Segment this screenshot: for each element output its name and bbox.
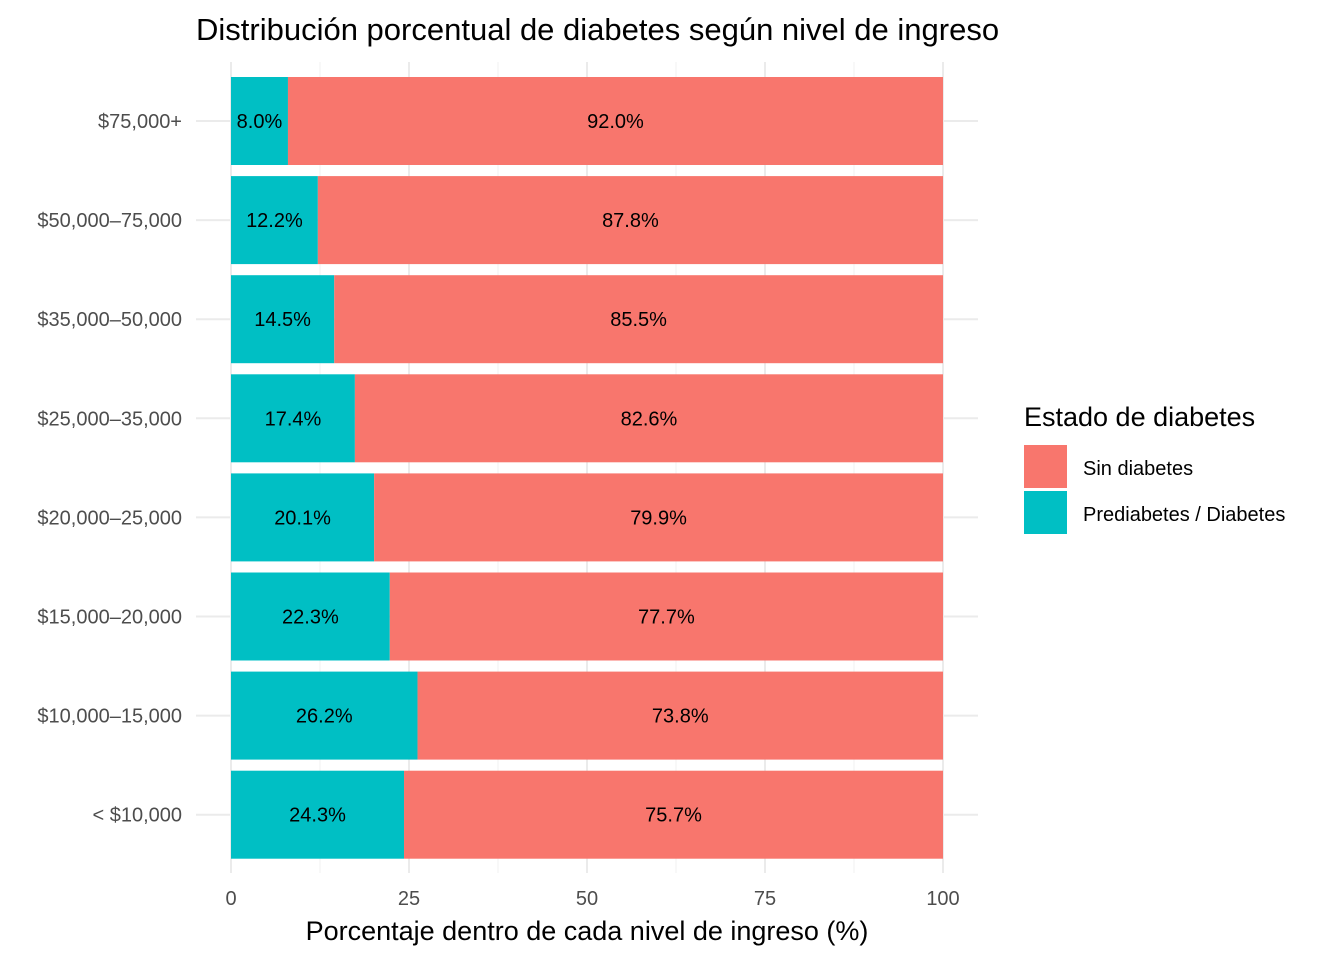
bar-segment-prediabetes-diabetes: [231, 77, 288, 165]
bar-data-label: 92.0%: [587, 111, 644, 133]
y-tick-label: $25,000–35,000: [37, 408, 182, 430]
bar-segment-prediabetes-diabetes: [231, 275, 335, 364]
bar-segment-sin-diabetes: [354, 374, 943, 463]
legend-key: [1024, 445, 1067, 488]
legend-label: Sin diabetes: [1083, 458, 1193, 480]
bar-data-label: 20.1%: [274, 507, 331, 529]
y-tick-label: $10,000–15,000: [37, 706, 182, 728]
bar-data-label: 14.5%: [254, 309, 311, 331]
x-axis-title: Porcentaje dentro de cada nivel de ingre…: [306, 916, 869, 946]
bar-data-label: 85.5%: [610, 309, 667, 331]
bar-segment-prediabetes-diabetes: [231, 176, 318, 265]
bar-segment-sin-diabetes: [389, 572, 943, 661]
y-tick-label: $20,000–25,000: [37, 507, 182, 529]
bar-segment-prediabetes-diabetes: [231, 473, 375, 562]
x-tick-label: 75: [754, 888, 776, 910]
bar-data-label: 75.7%: [645, 805, 702, 827]
x-tick-label: 25: [398, 888, 420, 910]
legend-key: [1024, 491, 1067, 534]
y-tick-label: $50,000–75,000: [37, 210, 182, 232]
legend-label: Prediabetes / Diabetes: [1083, 504, 1285, 526]
bar-segment-sin-diabetes: [334, 275, 943, 364]
y-tick-label: < $10,000: [92, 805, 182, 827]
x-axis-tick-labels: 0 25 50 75 100: [225, 888, 959, 910]
x-tick-label: 50: [576, 888, 598, 910]
bar-data-label: 22.3%: [282, 607, 339, 629]
bar-segment-sin-diabetes: [404, 770, 943, 859]
bar-segment-prediabetes-diabetes: [231, 374, 355, 463]
bar-data-label: 26.2%: [296, 706, 353, 728]
bar-segment-prediabetes-diabetes: [231, 770, 405, 859]
bar-data-label: 17.4%: [265, 408, 322, 430]
y-tick-label: $75,000+: [98, 111, 182, 133]
bars: [231, 77, 944, 859]
y-axis-tick-labels: < $10,000 $10,000–15,000 $15,000–20,000 $20…: [37, 111, 182, 827]
y-tick-label: $35,000–50,000: [37, 309, 182, 331]
bar-segment-sin-diabetes: [317, 176, 943, 265]
legend: Estado de diabetes Sin diabetes Prediabet…: [1024, 402, 1285, 534]
chart-title: Distribución porcentual de diabetes segú…: [196, 12, 999, 47]
bar-segment-prediabetes-diabetes: [231, 572, 390, 661]
bar-data-label: 77.7%: [638, 607, 695, 629]
bar-data-label: 12.2%: [246, 210, 303, 232]
bar-data-label: 73.8%: [652, 706, 709, 728]
x-tick-label: 0: [225, 888, 236, 910]
bar-data-label: 87.8%: [602, 210, 659, 232]
bar-segment-sin-diabetes: [374, 473, 943, 562]
bar-segment-sin-diabetes: [417, 671, 943, 760]
bar-data-label: 79.9%: [630, 507, 687, 529]
bar-data-label: 8.0%: [237, 111, 283, 133]
bar-segment-prediabetes-diabetes: [231, 671, 418, 760]
bar-data-label: 82.6%: [621, 408, 678, 430]
x-tick-label: 100: [926, 888, 959, 910]
legend-title: Estado de diabetes: [1024, 402, 1255, 432]
bar-segment-sin-diabetes: [287, 77, 944, 165]
y-tick-label: $15,000–20,000: [37, 607, 182, 629]
bar-labels: 24.3% 75.7% 26.2% 73.8% 22.3% 77.7% 20.1% 79.9%…: [237, 111, 709, 827]
bar-data-label: 24.3%: [289, 805, 346, 827]
